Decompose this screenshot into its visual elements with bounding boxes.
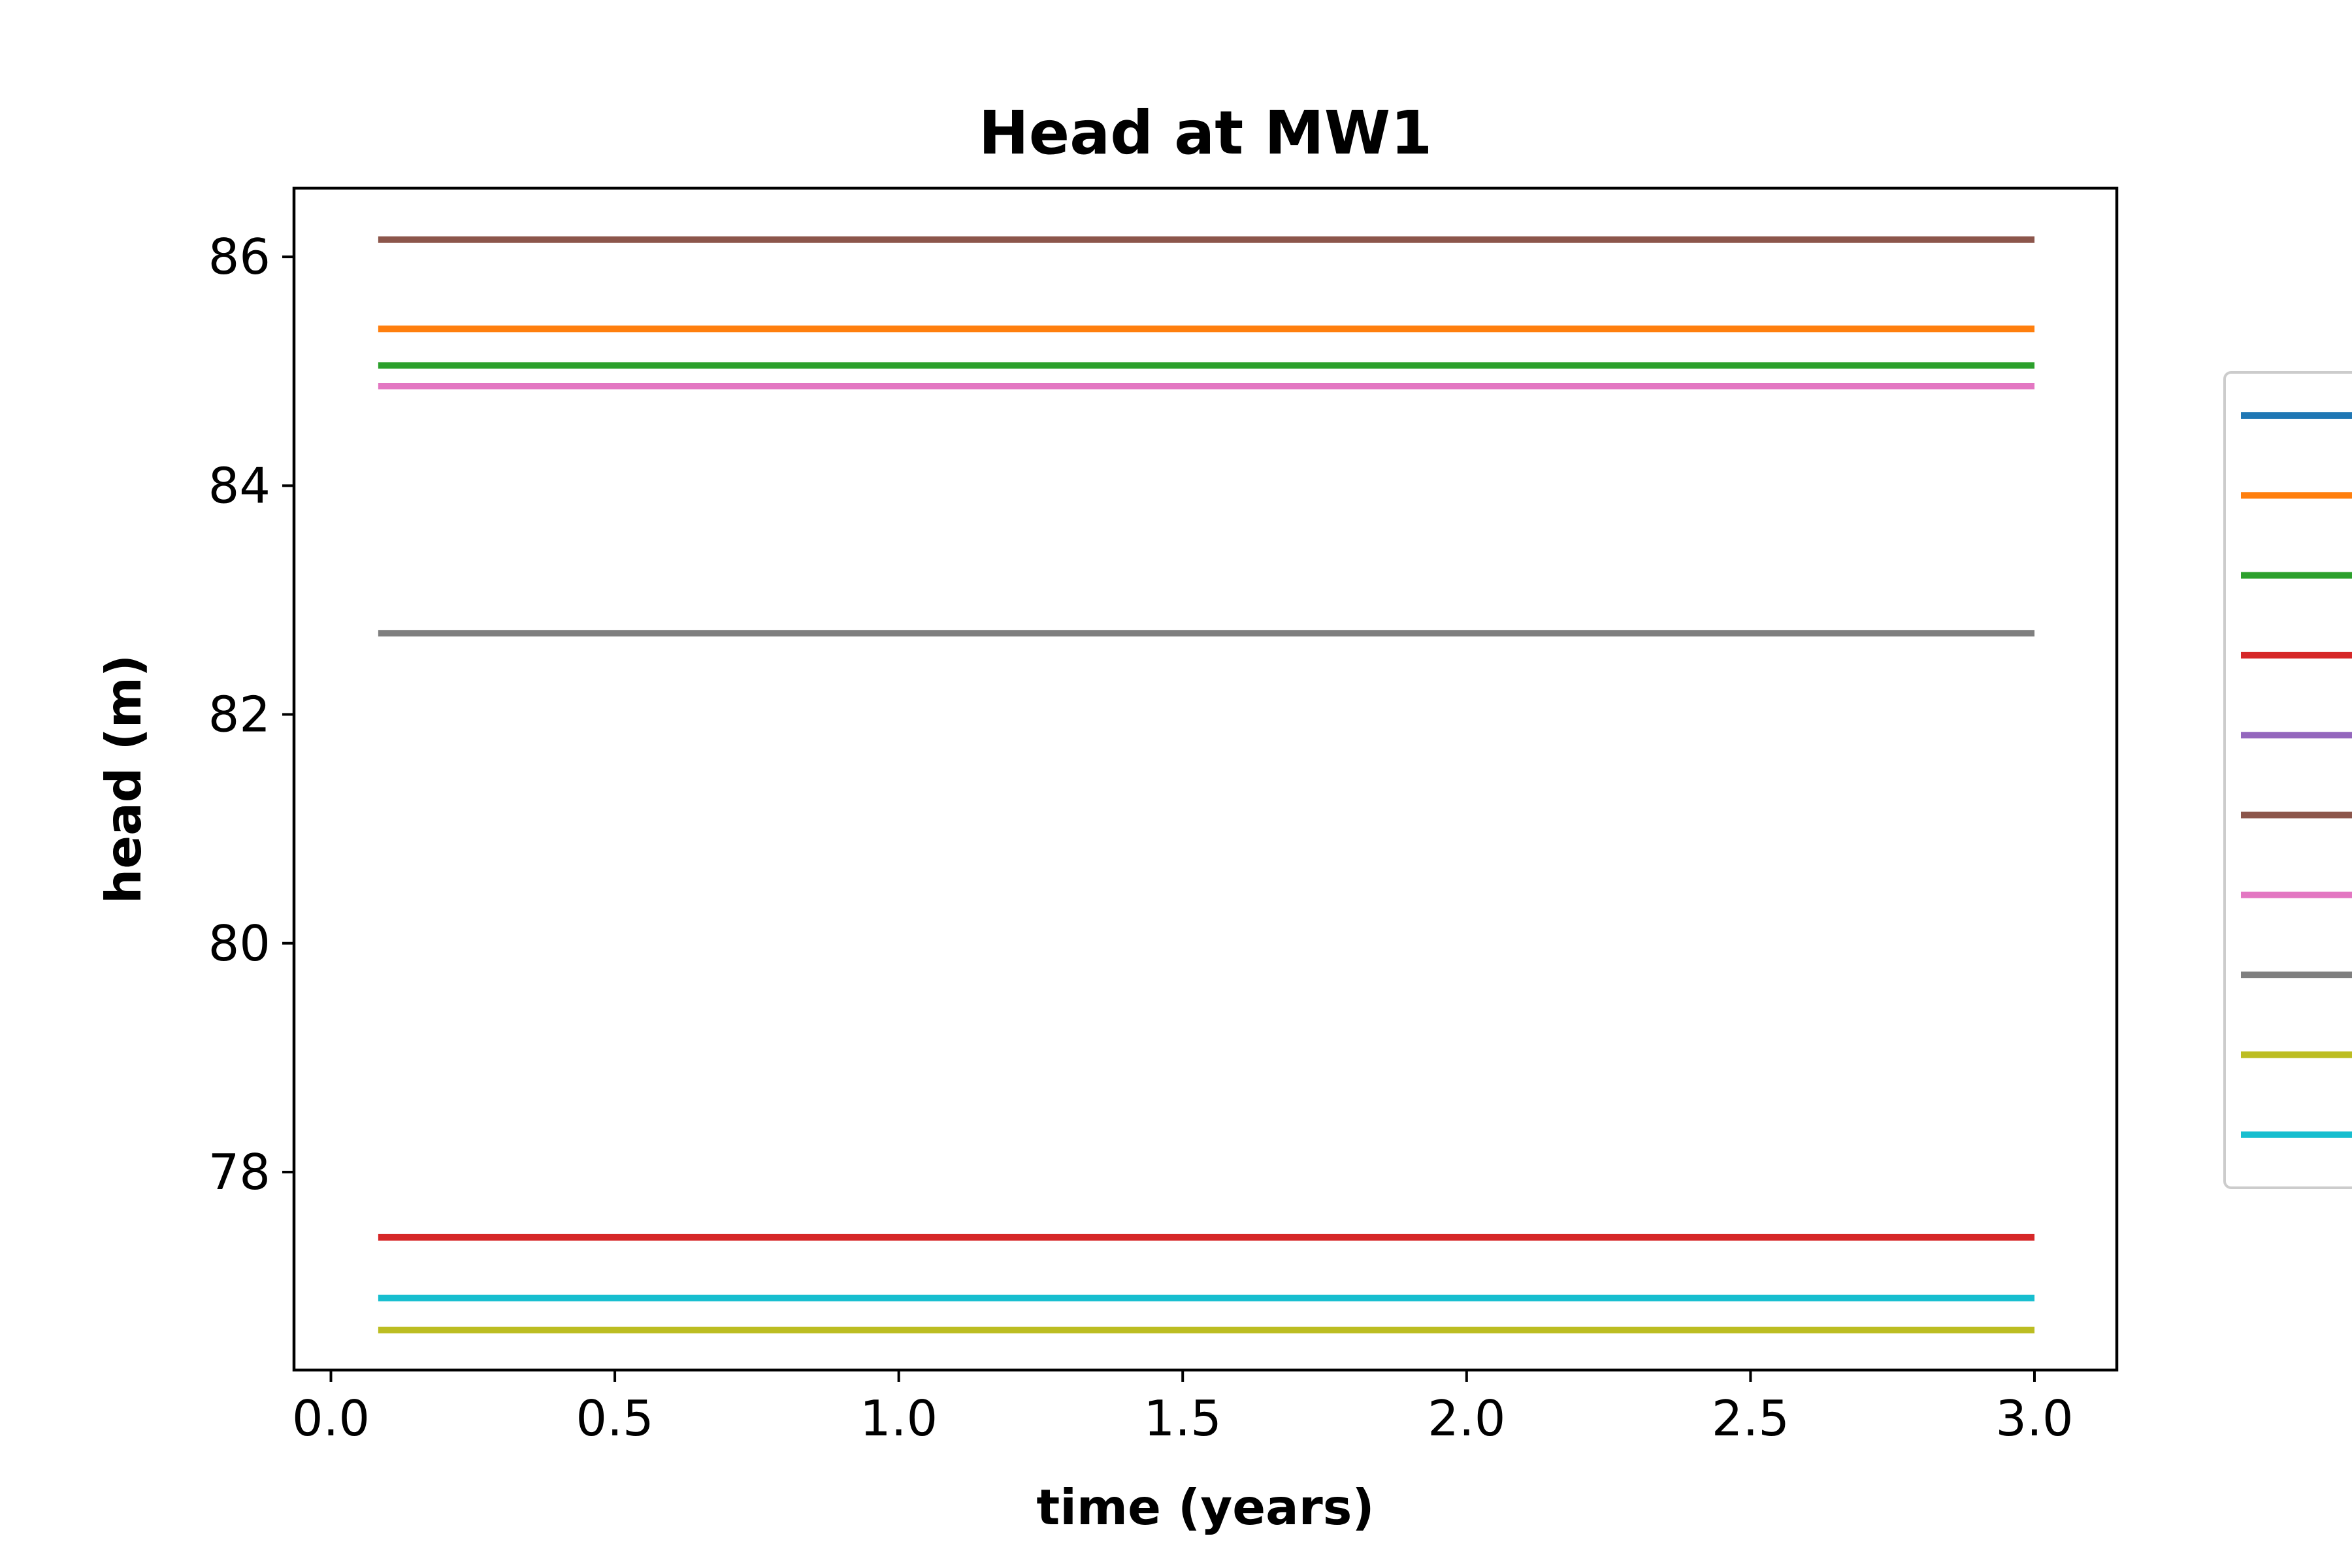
plot-lines [378,236,2034,1333]
y-tick-label: 80 [208,915,270,972]
chart-title: Head at MW1 [979,98,1433,168]
x-axis: 0.0 0.5 1.0 1.5 2.0 2.5 3.0 [292,1370,2074,1447]
y-tick-label: 82 [208,686,270,743]
x-tick-label: 1.5 [1144,1390,1222,1447]
x-axis-title: time (years) [1036,1478,1374,1536]
x-tick-label: 2.0 [1428,1390,1505,1447]
x-tick-label: 0.5 [576,1390,653,1447]
y-tick-label: 86 [208,228,270,286]
x-tick-label: 1.0 [860,1390,938,1447]
y-axis: 78 80 82 84 86 [208,228,294,1201]
legend [2223,371,2352,1189]
x-tick-label: 2.5 [1712,1390,1789,1447]
plot-frame [292,186,2119,1372]
x-tick-label: 0.0 [292,1390,370,1447]
y-axis-title: head (m) [95,655,152,904]
y-tick-label: 84 [208,457,270,514]
x-tick-label: 3.0 [1995,1390,2073,1447]
y-tick-label: 78 [208,1143,270,1201]
